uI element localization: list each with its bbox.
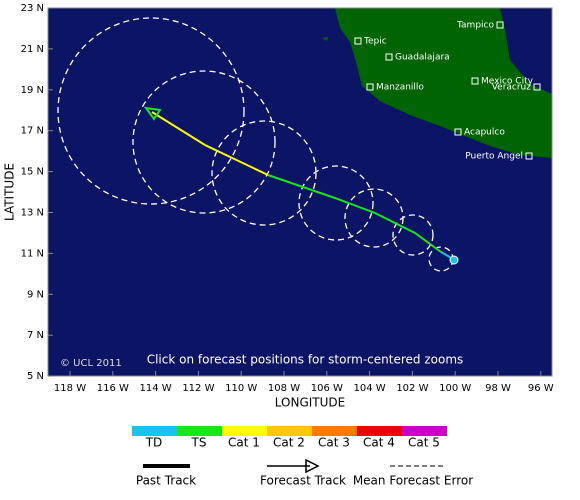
lat-label: 7 N	[27, 330, 44, 341]
lat-label: 19 N	[21, 85, 44, 96]
lon-label: 102 W	[396, 383, 428, 394]
forecast-circle[interactable]	[132, 70, 276, 214]
forecast-circle[interactable]	[211, 120, 317, 226]
lon-label: 114 W	[140, 383, 172, 394]
land	[335, 8, 552, 158]
category-label: Cat 1	[228, 436, 260, 450]
city-label: Mexico City	[481, 77, 534, 87]
map-frame	[47, 7, 553, 377]
lat-label: 5 N	[27, 371, 44, 382]
lat-label: 13 N	[21, 208, 44, 219]
category-label: Cat 3	[318, 436, 350, 450]
category-label: Cat 5	[408, 436, 440, 450]
city-label: Tepic	[363, 37, 387, 47]
forecast-circle[interactable]	[57, 17, 245, 205]
x-axis-label: LONGITUDE	[275, 396, 345, 410]
city-label: Guadalajara	[395, 53, 450, 63]
category-label: TS	[191, 436, 207, 450]
lon-label: 106 W	[311, 383, 343, 394]
lat-label: 15 N	[21, 167, 44, 178]
lon-label: 112 W	[182, 383, 214, 394]
lon-label: 110 W	[225, 383, 257, 394]
forecast-arrow	[305, 458, 320, 474]
city-marker	[385, 53, 393, 61]
city-marker	[533, 83, 541, 91]
city-marker	[454, 128, 462, 136]
category-swatch	[267, 426, 312, 436]
city-label: Veracruz	[492, 83, 532, 93]
track-legend-label: Forecast Track	[260, 474, 346, 488]
category-label: Cat 2	[273, 436, 305, 450]
storm-position	[449, 255, 459, 265]
city-marker	[354, 37, 362, 45]
lon-label: 96 W	[528, 383, 554, 394]
lat-label: 21 N	[21, 44, 44, 55]
forecast-circle[interactable]	[298, 165, 374, 241]
track-cat1	[151, 111, 269, 176]
lon-label: 104 W	[354, 383, 386, 394]
category-swatch	[312, 426, 357, 436]
category-swatch	[357, 426, 402, 436]
lat-label: 9 N	[27, 289, 44, 300]
track-legend-label: Mean Forecast Error	[353, 474, 473, 488]
track-legend-label: Past Track	[136, 474, 196, 488]
category-label: TD	[145, 436, 163, 450]
lon-label: 108 W	[268, 383, 300, 394]
lon-label: 116 W	[97, 383, 129, 394]
lat-label: 17 N	[21, 126, 44, 137]
copyright: © UCL 2011	[60, 358, 122, 369]
lon-label: 118 W	[54, 383, 86, 394]
city-marker	[471, 77, 479, 85]
note: Click on forecast positions for storm-ce…	[147, 353, 464, 367]
lat-label: 23 N	[21, 3, 44, 14]
city-label: Puerto Angel	[465, 152, 523, 162]
category-swatch	[177, 426, 222, 436]
category-swatch	[402, 426, 447, 436]
track-ts	[267, 174, 442, 253]
city-marker	[496, 21, 504, 29]
track-arrow	[143, 106, 162, 121]
city-marker	[366, 83, 374, 91]
category-swatch	[222, 426, 267, 436]
city-label: Tampico	[456, 21, 494, 31]
lat-label: 11 N	[21, 248, 44, 259]
city-marker	[525, 152, 533, 160]
category-label: Cat 4	[363, 436, 395, 450]
y-axis-label: LATITUDE	[3, 163, 17, 221]
city-label: Manzanillo	[376, 83, 424, 93]
city-label: Acapulco	[464, 128, 505, 138]
forecast-circle[interactable]	[344, 188, 404, 248]
island	[322, 37, 328, 41]
category-swatch	[132, 426, 177, 436]
lon-label: 100 W	[439, 383, 471, 394]
forecast-circle[interactable]	[392, 214, 434, 256]
lon-label: 98 W	[485, 383, 511, 394]
